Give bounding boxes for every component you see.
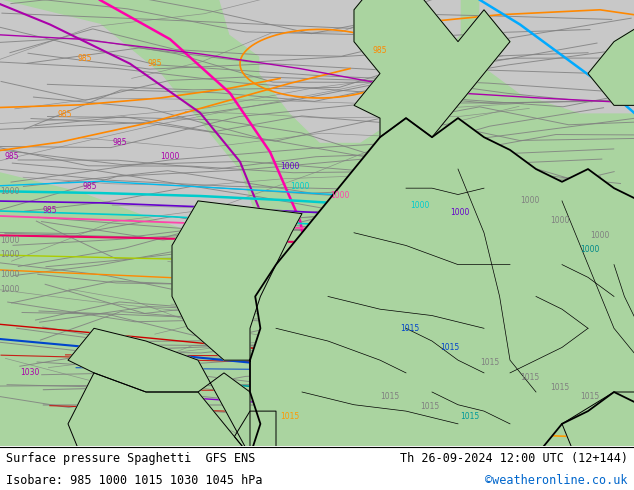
Text: 985: 985 [148,59,162,68]
Text: 1000: 1000 [330,192,350,200]
Text: Surface pressure Spaghetti  GFS ENS: Surface pressure Spaghetti GFS ENS [6,452,256,465]
Text: 1015: 1015 [481,358,500,367]
Polygon shape [68,373,354,490]
Polygon shape [260,0,400,142]
Polygon shape [172,201,302,360]
Polygon shape [68,328,250,456]
Text: 1000: 1000 [0,285,20,294]
Polygon shape [250,118,634,490]
Text: Th 26-09-2024 12:00 UTC (12+144): Th 26-09-2024 12:00 UTC (12+144) [399,452,628,465]
Text: 1015: 1015 [580,392,600,401]
Polygon shape [235,411,276,456]
Text: 1000: 1000 [0,236,20,245]
Text: 1000: 1000 [521,196,540,205]
Text: 985: 985 [42,206,57,215]
Text: 985: 985 [78,54,93,63]
Text: Isobare: 985 1000 1015 1030 1045 hPa: Isobare: 985 1000 1015 1030 1045 hPa [6,474,263,487]
Text: 1015: 1015 [420,402,439,411]
Text: 1030: 1030 [20,368,40,377]
Polygon shape [562,360,634,488]
Text: 985: 985 [113,138,127,147]
Text: 1000: 1000 [0,250,20,259]
Text: ©weatheronline.co.uk: ©weatheronline.co.uk [485,474,628,487]
Text: 1000: 1000 [0,187,20,196]
Text: 1000: 1000 [410,201,430,210]
Text: 985: 985 [4,152,19,161]
Text: 1000: 1000 [280,162,300,171]
Polygon shape [0,0,260,240]
Text: 1015: 1015 [521,373,540,382]
Text: 985: 985 [373,47,387,55]
Polygon shape [220,0,460,83]
Polygon shape [480,0,634,113]
Text: 1015: 1015 [280,412,300,421]
Text: 1000: 1000 [450,208,470,217]
Text: 1000: 1000 [160,152,179,161]
Text: 1000: 1000 [590,231,610,240]
Text: 1015: 1015 [380,392,399,401]
Text: 1000: 1000 [0,270,20,279]
Text: 985: 985 [58,110,72,119]
Text: 985: 985 [83,182,97,191]
Polygon shape [354,0,510,137]
Text: 1000: 1000 [290,182,309,191]
Text: 1015: 1015 [550,383,569,392]
Text: 1015: 1015 [401,324,420,333]
Polygon shape [588,0,634,105]
Text: 1015: 1015 [441,343,460,352]
Text: 1000: 1000 [580,245,600,254]
Text: 1000: 1000 [550,216,570,225]
Text: 1015: 1015 [460,412,480,421]
